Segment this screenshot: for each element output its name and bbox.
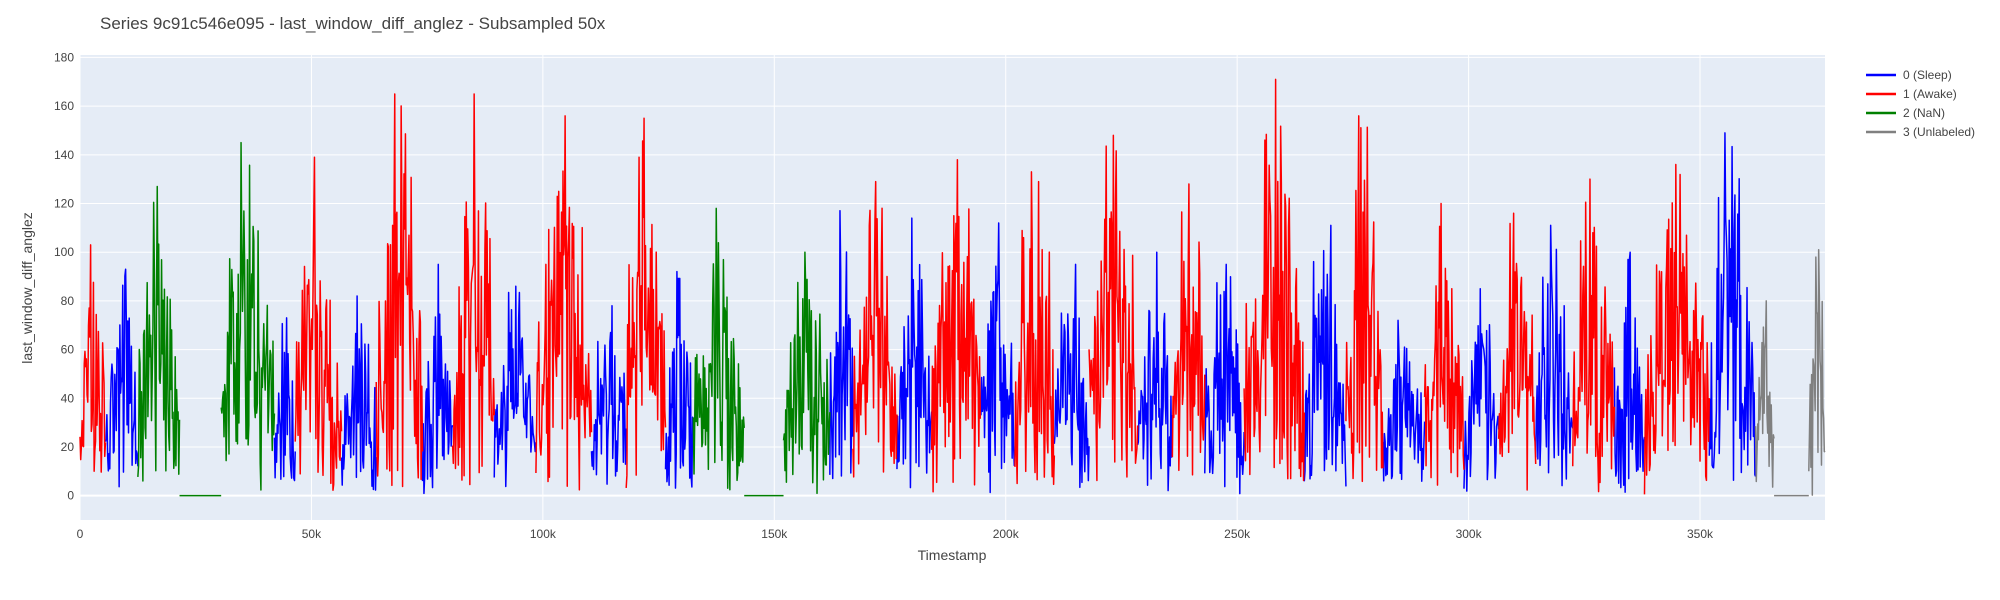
x-tick-label: 250k bbox=[1224, 527, 1251, 541]
series-line-segment bbox=[493, 285, 537, 488]
y-axis-title: last_window_diff_anglez bbox=[19, 212, 35, 364]
series-line-segment bbox=[625, 117, 667, 488]
x-tick-label: 50k bbox=[302, 527, 322, 541]
series-line-segment bbox=[664, 270, 695, 489]
series-2-nan bbox=[137, 141, 831, 497]
series-line-segment bbox=[104, 268, 139, 488]
series-line-segment bbox=[590, 305, 627, 485]
legend-item[interactable]: 2 (NaN) bbox=[1866, 106, 1945, 120]
series-line-segment bbox=[79, 244, 107, 473]
series-line-segment bbox=[1382, 319, 1426, 483]
series-line-segment bbox=[1808, 249, 1826, 496]
legend-item[interactable]: 1 (Awake) bbox=[1866, 87, 1957, 101]
series-line-segment bbox=[220, 141, 276, 491]
chart-title: Series 9c91c546e095 - last_window_diff_a… bbox=[100, 14, 606, 33]
series-line-segment bbox=[1088, 134, 1139, 482]
series-line-segment bbox=[375, 93, 424, 488]
x-tick-labels: 0 50k 100k 150k 200k 250k 300k 350k bbox=[77, 527, 1714, 541]
legend-label: 2 (NaN) bbox=[1903, 106, 1945, 120]
y-tick-label: 80 bbox=[61, 294, 75, 308]
series-line-segment bbox=[1613, 251, 1646, 493]
legend-item[interactable]: 0 (Sleep) bbox=[1866, 68, 1952, 82]
x-tick-label: 350k bbox=[1687, 527, 1714, 541]
series-line-segment bbox=[1643, 163, 1711, 495]
y-tick-label: 140 bbox=[54, 148, 74, 162]
y-tick-label: 120 bbox=[54, 197, 74, 211]
data-series bbox=[79, 78, 1826, 497]
legend[interactable]: 0 (Sleep) 1 (Awake) 2 (NaN) 3 (Unlabeled) bbox=[1866, 68, 1975, 139]
legend-label: 0 (Sleep) bbox=[1903, 68, 1952, 82]
series-line-segment bbox=[273, 317, 296, 482]
y-tick-label: 0 bbox=[67, 489, 74, 503]
series-line-segment bbox=[1243, 78, 1306, 482]
series-line-segment bbox=[930, 158, 982, 493]
y-tick-label: 40 bbox=[61, 391, 75, 405]
series-line-segment bbox=[896, 217, 933, 489]
series-0-sleep bbox=[104, 132, 1757, 495]
series-line-segment bbox=[1708, 132, 1757, 482]
x-tick-label: 0 bbox=[77, 527, 84, 541]
y-tick-label: 60 bbox=[61, 343, 75, 357]
series-line-segment bbox=[1534, 224, 1574, 487]
series-line-segment bbox=[137, 185, 181, 482]
series-line-segment bbox=[1136, 251, 1174, 492]
series-line-segment bbox=[421, 263, 454, 495]
y-tick-label: 180 bbox=[54, 50, 74, 64]
y-tick-labels: 0 20 40 60 80 100 120 140 160 180 bbox=[54, 50, 74, 502]
series-line-segment bbox=[1423, 202, 1465, 486]
series-line-segment bbox=[1463, 287, 1500, 492]
series-line-segment bbox=[1571, 178, 1616, 493]
y-tick-label: 160 bbox=[54, 99, 74, 113]
legend-item[interactable]: 3 (Unlabeled) bbox=[1866, 125, 1975, 139]
series-line-segment bbox=[294, 156, 343, 491]
x-axis-title: Timestamp bbox=[918, 547, 987, 563]
series-line-segment bbox=[829, 210, 854, 480]
series-line-segment bbox=[692, 207, 745, 491]
x-tick-label: 200k bbox=[993, 527, 1020, 541]
x-tick-label: 300k bbox=[1456, 527, 1483, 541]
series-line-segment bbox=[782, 251, 831, 495]
x-tick-label: 100k bbox=[530, 527, 557, 541]
legend-label: 1 (Awake) bbox=[1903, 87, 1957, 101]
y-tick-label: 100 bbox=[54, 245, 74, 259]
series-line-segment bbox=[1053, 263, 1090, 489]
series-3-unlabeled bbox=[1754, 249, 1826, 497]
y-tick-label: 20 bbox=[61, 440, 75, 454]
series-line-segment bbox=[1754, 300, 1775, 488]
legend-label: 3 (Unlabeled) bbox=[1903, 125, 1975, 139]
series-line-segment bbox=[340, 295, 377, 491]
series-line-segment bbox=[535, 115, 593, 491]
series-line-segment bbox=[1204, 263, 1245, 495]
series-line-segment bbox=[979, 222, 1016, 494]
series-line-segment bbox=[1303, 224, 1347, 487]
series-1-awake bbox=[79, 78, 1711, 495]
series-line-segment bbox=[451, 93, 496, 486]
series-line-segment bbox=[1171, 183, 1206, 476]
x-tick-label: 150k bbox=[761, 527, 788, 541]
series-line-segment bbox=[1014, 171, 1056, 486]
series-line-segment bbox=[1497, 212, 1537, 491]
series-line-segment bbox=[852, 180, 898, 478]
series-line-segment bbox=[1345, 115, 1384, 483]
